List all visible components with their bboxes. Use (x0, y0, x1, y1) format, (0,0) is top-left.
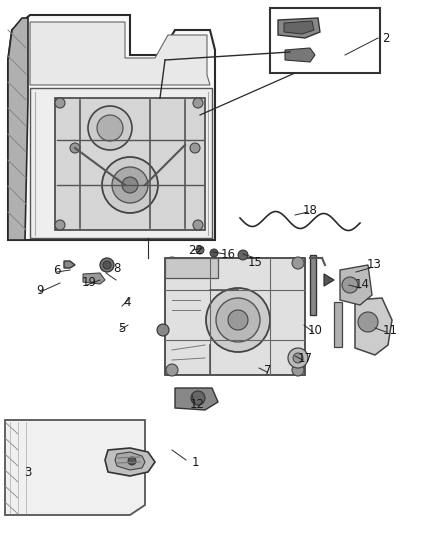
Polygon shape (284, 21, 314, 34)
Polygon shape (105, 448, 155, 476)
Text: 19: 19 (81, 277, 96, 289)
Circle shape (216, 298, 260, 342)
Polygon shape (64, 261, 75, 268)
Text: 1: 1 (191, 456, 199, 469)
Polygon shape (324, 274, 334, 286)
Polygon shape (83, 273, 105, 284)
Text: 3: 3 (25, 466, 32, 480)
Circle shape (102, 157, 158, 213)
Bar (334, 302, 342, 347)
Circle shape (196, 246, 204, 254)
Polygon shape (340, 265, 372, 305)
Text: 8: 8 (113, 262, 121, 276)
Circle shape (210, 249, 218, 257)
Text: 16: 16 (220, 247, 236, 261)
Circle shape (193, 220, 203, 230)
Circle shape (100, 258, 114, 272)
Circle shape (193, 98, 203, 108)
Polygon shape (278, 18, 320, 38)
Circle shape (228, 310, 248, 330)
Circle shape (166, 364, 178, 376)
Text: 2: 2 (382, 31, 389, 44)
Text: 13: 13 (367, 259, 381, 271)
Bar (270, 8, 380, 73)
Circle shape (293, 353, 303, 363)
Polygon shape (165, 258, 305, 375)
Circle shape (112, 167, 148, 203)
Polygon shape (55, 98, 205, 230)
Circle shape (55, 98, 65, 108)
Text: 11: 11 (382, 324, 398, 336)
Circle shape (55, 220, 65, 230)
Text: 4: 4 (123, 296, 131, 310)
Polygon shape (8, 18, 28, 240)
Circle shape (191, 391, 205, 405)
Circle shape (157, 324, 169, 336)
Circle shape (238, 250, 248, 260)
Polygon shape (355, 298, 392, 355)
Text: 18: 18 (303, 204, 318, 216)
Circle shape (190, 143, 200, 153)
Polygon shape (310, 255, 316, 315)
Text: 7: 7 (264, 364, 272, 376)
Circle shape (292, 364, 304, 376)
Polygon shape (5, 420, 145, 515)
Polygon shape (8, 15, 215, 240)
Text: 15: 15 (247, 256, 262, 270)
Polygon shape (30, 22, 210, 85)
Text: 12: 12 (190, 399, 205, 411)
Circle shape (122, 177, 138, 193)
Polygon shape (30, 88, 212, 238)
Circle shape (97, 115, 123, 141)
Text: 9: 9 (36, 284, 44, 296)
Circle shape (358, 312, 378, 332)
Text: 6: 6 (53, 263, 61, 277)
Polygon shape (165, 258, 218, 278)
Text: 14: 14 (354, 279, 370, 292)
Polygon shape (175, 388, 218, 410)
Text: 5: 5 (118, 321, 126, 335)
Circle shape (342, 277, 358, 293)
Circle shape (88, 106, 132, 150)
Circle shape (70, 143, 80, 153)
Polygon shape (285, 48, 315, 62)
Text: 22: 22 (188, 244, 204, 256)
Circle shape (128, 457, 136, 465)
Polygon shape (115, 452, 145, 470)
Circle shape (103, 261, 111, 269)
Circle shape (206, 288, 270, 352)
Circle shape (292, 257, 304, 269)
Circle shape (166, 257, 178, 269)
Text: 17: 17 (297, 351, 312, 365)
Text: 10: 10 (307, 324, 322, 336)
Circle shape (288, 348, 308, 368)
